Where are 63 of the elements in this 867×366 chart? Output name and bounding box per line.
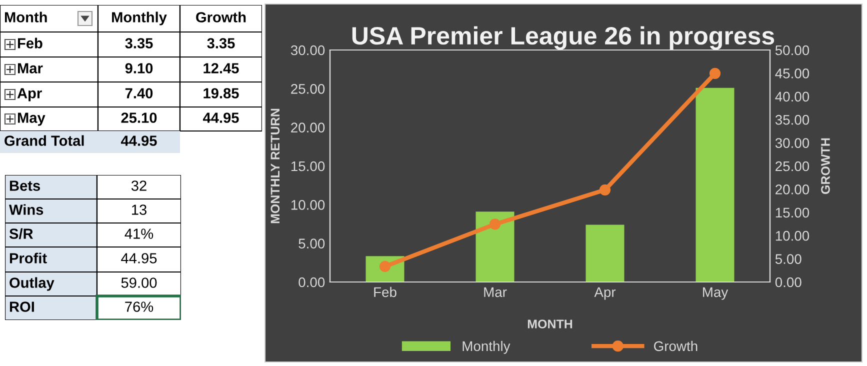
- y2-tick-label: 15.00: [776, 208, 810, 218]
- text: Apr: [17, 88, 42, 102]
- y2-tick-label: 0.00: [775, 277, 802, 288]
- y-tick-label: 20.00: [291, 122, 325, 133]
- text: 59.00: [121, 278, 157, 288]
- y2-tick-label: 40.00: [775, 92, 810, 102]
- text: 9.10: [125, 63, 153, 74]
- text: 13: [132, 204, 146, 215]
- text: Grand Total: [4, 135, 84, 146]
- y-axis-title: MONTHLY RETURN: [270, 108, 280, 224]
- y-tick-label: 0.00: [298, 277, 325, 288]
- text: S/R: [9, 228, 34, 240]
- text: 44.95: [120, 136, 157, 146]
- text: 44.95: [121, 253, 157, 264]
- text: 12.45: [204, 63, 239, 74]
- text: Growth: [196, 12, 246, 22]
- y-tick-label: 10.00: [291, 200, 325, 210]
- text: 7.40: [125, 88, 153, 98]
- x-tick-label: May: [703, 287, 728, 300]
- text: ROI: [10, 302, 34, 312]
- y2-axis-title: GROWTH: [821, 138, 830, 194]
- legend-label: Monthly: [462, 340, 510, 354]
- text: 32: [131, 180, 146, 191]
- y2-tick-label: 25.00: [776, 161, 810, 172]
- bar: [696, 88, 734, 282]
- bar: [476, 212, 514, 282]
- text: 3.35: [125, 38, 153, 48]
- y2-tick-label: 30.00: [775, 138, 810, 148]
- x-tick-label: Apr: [594, 287, 616, 300]
- y2-tick-label: 5.00: [775, 254, 802, 264]
- text: 3.35: [207, 38, 235, 48]
- text: Mar: [18, 63, 43, 74]
- chart-title: USA Premier League 26 in progress: [352, 26, 774, 50]
- text: Monthly: [112, 12, 167, 26]
- text: 76%: [125, 302, 154, 312]
- point: [709, 68, 721, 79]
- x-tick-label: Mar: [484, 287, 507, 298]
- text: Profit: [10, 252, 47, 264]
- text: 41%: [124, 228, 154, 239]
- text: Wins: [9, 204, 44, 215]
- y2-tick-label: 45.00: [775, 68, 810, 78]
- text: May: [18, 112, 46, 126]
- y-tick-label: 30.00: [290, 45, 325, 56]
- text: Month: [4, 12, 47, 22]
- text: Outlay: [10, 277, 54, 291]
- y2-tick-label: 50.00: [775, 45, 810, 56]
- point: [489, 218, 501, 230]
- text: 44.95: [202, 112, 239, 123]
- x-tick-label: Feb: [374, 286, 396, 298]
- text: Feb: [18, 38, 42, 48]
- x-axis-title: MONTH: [528, 320, 572, 328]
- y2-tick-label: 10.00: [776, 230, 810, 241]
- point: [599, 184, 611, 196]
- text: 19.85: [204, 88, 239, 98]
- y2-tick-label: 35.00: [775, 114, 810, 125]
- text: Bets: [10, 180, 40, 191]
- y-tick-label: 25.00: [291, 84, 325, 94]
- text: 25.10: [121, 112, 157, 123]
- legend-label: Growth: [654, 340, 698, 352]
- y2-tick-label: 20.00: [776, 184, 810, 194]
- y-tick-label: 15.00: [291, 161, 325, 172]
- y-tick-label: 5.00: [298, 238, 325, 249]
- bar: [586, 224, 624, 282]
